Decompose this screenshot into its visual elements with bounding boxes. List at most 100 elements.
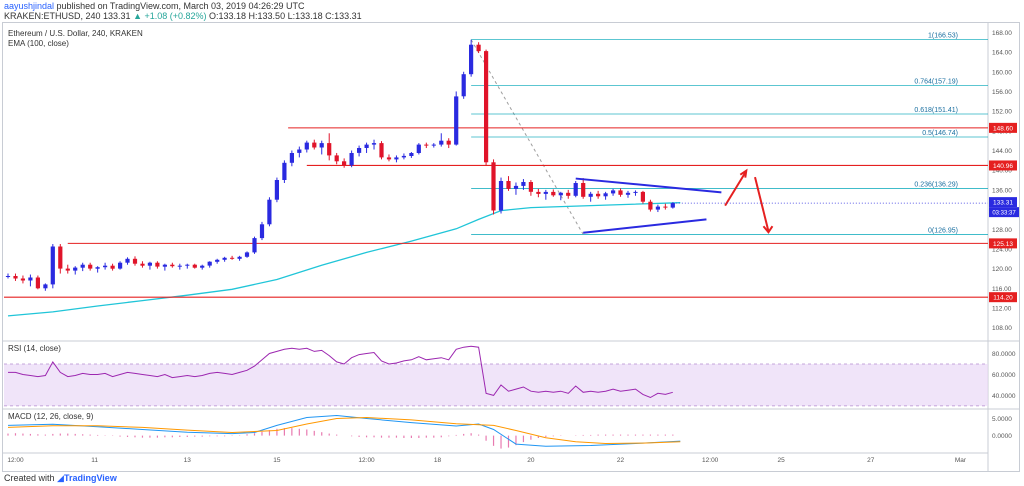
candle[interactable] [222, 257, 227, 260]
candle[interactable] [334, 155, 339, 162]
candle[interactable] [244, 252, 250, 257]
candle[interactable] [95, 267, 100, 269]
candle[interactable] [401, 155, 406, 158]
candle[interactable] [454, 96, 459, 145]
candle[interactable] [110, 265, 115, 269]
candle[interactable] [424, 144, 429, 146]
candle[interactable] [125, 258, 130, 263]
candle[interactable] [43, 284, 48, 289]
candle[interactable] [566, 192, 571, 196]
ema-100-line[interactable] [7, 202, 681, 317]
candle[interactable] [327, 143, 332, 156]
candle[interactable] [342, 161, 347, 166]
candle[interactable] [357, 148, 362, 153]
candle[interactable] [274, 180, 279, 200]
triangle-upper-trendline[interactable] [575, 177, 722, 194]
candle[interactable] [20, 278, 25, 281]
candle[interactable] [88, 264, 93, 269]
candle[interactable] [498, 181, 504, 211]
candle[interactable] [371, 143, 377, 145]
candle[interactable] [73, 267, 78, 271]
candle[interactable] [618, 190, 623, 195]
candle[interactable] [581, 183, 586, 197]
candle[interactable] [394, 157, 399, 160]
candle[interactable] [132, 258, 138, 264]
candle[interactable] [536, 191, 541, 194]
candle[interactable] [297, 149, 302, 153]
candle[interactable] [603, 193, 608, 197]
candle[interactable] [170, 264, 175, 267]
candle[interactable] [349, 153, 354, 166]
candle[interactable] [259, 224, 265, 239]
candle[interactable] [379, 143, 384, 158]
candle[interactable] [282, 162, 287, 180]
candle[interactable] [491, 162, 496, 211]
candle[interactable] [476, 44, 481, 52]
candle[interactable] [230, 257, 235, 259]
candle[interactable] [177, 265, 182, 267]
candle[interactable] [147, 262, 152, 266]
candle[interactable] [670, 203, 675, 208]
candle[interactable] [469, 44, 474, 75]
candle[interactable] [215, 259, 220, 262]
candle[interactable] [50, 246, 55, 285]
candle[interactable] [65, 268, 70, 271]
candle[interactable] [611, 190, 616, 194]
candle[interactable] [484, 51, 489, 163]
candle[interactable] [573, 183, 578, 196]
candle[interactable] [118, 262, 123, 269]
candle[interactable] [439, 140, 444, 145]
candle[interactable] [461, 74, 466, 97]
candle[interactable] [200, 265, 205, 268]
fib-trend-line[interactable] [470, 39, 584, 235]
breakout-up-arrow[interactable] [724, 172, 747, 207]
candle[interactable] [162, 264, 167, 267]
candle[interactable] [13, 276, 18, 279]
rsi-line[interactable] [8, 345, 673, 399]
candle[interactable] [528, 182, 533, 192]
candle[interactable] [80, 264, 85, 268]
candle[interactable] [596, 193, 601, 197]
candle[interactable] [543, 191, 548, 194]
candle[interactable] [207, 261, 212, 266]
candle[interactable] [648, 201, 653, 210]
candle[interactable] [431, 144, 436, 146]
candle[interactable] [35, 277, 40, 289]
candle[interactable] [267, 199, 272, 225]
candle[interactable] [551, 191, 556, 196]
candle[interactable] [640, 191, 645, 202]
macd-signal-line[interactable] [7, 416, 681, 445]
candle[interactable] [252, 238, 257, 253]
triangle-lower-trendline[interactable] [583, 218, 707, 234]
candle[interactable] [155, 262, 160, 267]
candle[interactable] [409, 153, 414, 156]
publisher-username[interactable]: aayushjindal [4, 1, 55, 11]
candle[interactable] [304, 142, 309, 150]
candle[interactable] [237, 256, 242, 259]
candle[interactable] [312, 142, 317, 148]
candle[interactable] [185, 264, 190, 266]
candle[interactable] [625, 192, 631, 195]
candle[interactable] [386, 157, 392, 160]
breakdown-down-arrow[interactable] [754, 176, 770, 232]
tradingview-brand[interactable]: TradingView [63, 473, 117, 483]
candle[interactable] [364, 144, 369, 148]
candle[interactable] [655, 206, 660, 210]
candle[interactable] [558, 192, 563, 196]
candle[interactable] [506, 181, 511, 189]
candle[interactable] [192, 264, 197, 268]
candle[interactable] [289, 153, 294, 163]
candle[interactable] [521, 182, 526, 186]
candle[interactable] [446, 140, 451, 145]
candle[interactable] [633, 191, 638, 193]
candle[interactable] [58, 246, 63, 269]
candle[interactable] [5, 276, 11, 277]
macd-line[interactable] [7, 414, 681, 447]
candle[interactable] [103, 265, 108, 268]
candle[interactable] [319, 143, 324, 148]
candle[interactable] [416, 144, 421, 153]
candle[interactable] [140, 263, 145, 266]
candle[interactable] [28, 277, 33, 281]
candle[interactable] [663, 206, 668, 208]
